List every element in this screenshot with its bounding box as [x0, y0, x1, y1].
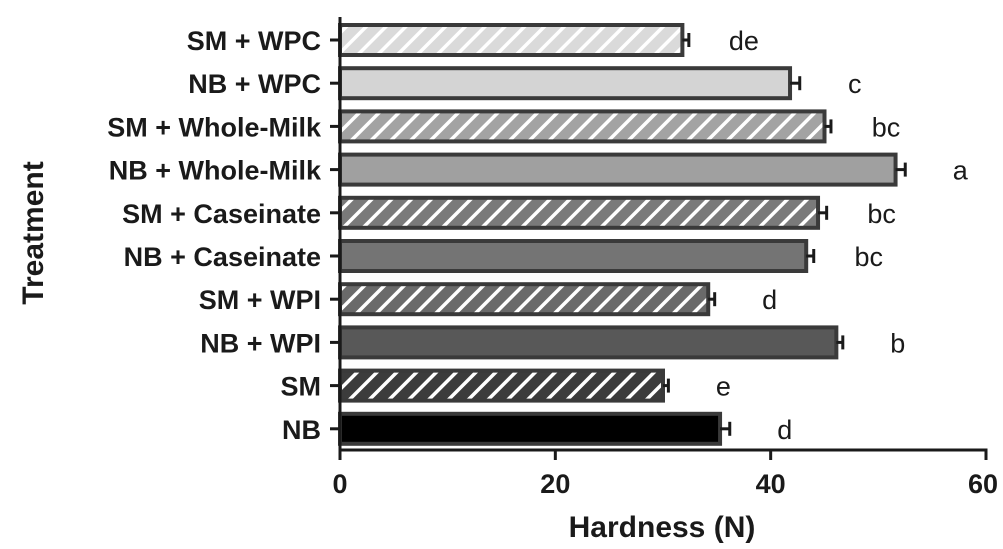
bar-group-nb-caseinate	[338, 239, 809, 273]
bars-layer	[338, 23, 898, 446]
significance-label-sm: e	[716, 372, 731, 402]
significance-label-sm-wpc: de	[729, 26, 759, 56]
significance-label-sm-wpi: d	[762, 285, 777, 315]
category-label-sm-wpi: SM + WPI	[199, 285, 321, 315]
category-label-nb: NB	[282, 415, 321, 445]
x-tick-label-60: 60	[968, 469, 998, 499]
x-tick-label-20: 20	[540, 469, 570, 499]
significance-label-nb-wpc: c	[848, 69, 862, 99]
category-label-sm-wpc: SM + WPC	[187, 26, 321, 56]
bar-group-sm-caseinate	[338, 195, 821, 230]
significance-label-nb-whole-milk: a	[953, 156, 969, 186]
category-label-nb-caseinate: NB + Caseinate	[124, 242, 321, 272]
significance-label-nb: d	[777, 415, 792, 445]
bar-group-nb-whole-milk	[338, 152, 898, 187]
bar-group-sm-wpc	[338, 23, 685, 57]
bar-group-sm	[338, 368, 665, 403]
bar-hatch-sm-wpi	[340, 284, 709, 315]
error-bars-layer	[663, 33, 907, 436]
x-tick-label-0: 0	[332, 469, 347, 499]
bar-hatch-sm	[340, 370, 663, 401]
bar-nb-caseinate	[340, 241, 807, 271]
significance-label-nb-caseinate: bc	[854, 242, 883, 272]
significance-label-sm-whole-milk: bc	[872, 112, 901, 142]
significance-label-nb-wpi: b	[890, 328, 905, 358]
category-label-nb-wpc: NB + WPC	[188, 69, 321, 99]
category-label-sm: SM	[281, 372, 322, 402]
bar-hatch-sm-wpc	[340, 25, 683, 55]
category-label-sm-whole-milk: SM + Whole-Milk	[107, 112, 322, 142]
bar-group-nb	[338, 411, 723, 446]
bar-group-nb-wpc	[338, 66, 793, 101]
bar-nb-wpc	[340, 68, 791, 99]
y-axis-title: Treatment	[17, 161, 50, 304]
bar-nb	[340, 413, 721, 444]
x-axis-title: Hardness (N)	[569, 511, 756, 544]
category-label-nb-whole-milk: NB + Whole-Milk	[109, 156, 322, 186]
bar-nb-whole-milk	[340, 154, 896, 185]
category-labels: SM + WPC NB + WPC SM + Whole-Milk NB + Whol…	[107, 26, 340, 445]
bar-group-sm-wpi	[338, 282, 711, 317]
x-tick-label-40: 40	[756, 469, 786, 499]
bar-hatch-sm-whole-milk	[340, 111, 825, 142]
bar-nb-wpi	[340, 327, 837, 358]
axes	[338, 17, 988, 452]
bar-group-sm-whole-milk	[338, 109, 827, 144]
category-label-sm-caseinate: SM + Caseinate	[122, 199, 321, 229]
bar-group-nb-wpi	[338, 325, 839, 360]
significance-label-sm-caseinate: bc	[867, 199, 896, 229]
bar-hatch-sm-caseinate	[340, 197, 819, 228]
x-axis-ticks: 0 20 40 60	[332, 450, 998, 499]
category-label-nb-wpi: NB + WPI	[200, 328, 321, 358]
